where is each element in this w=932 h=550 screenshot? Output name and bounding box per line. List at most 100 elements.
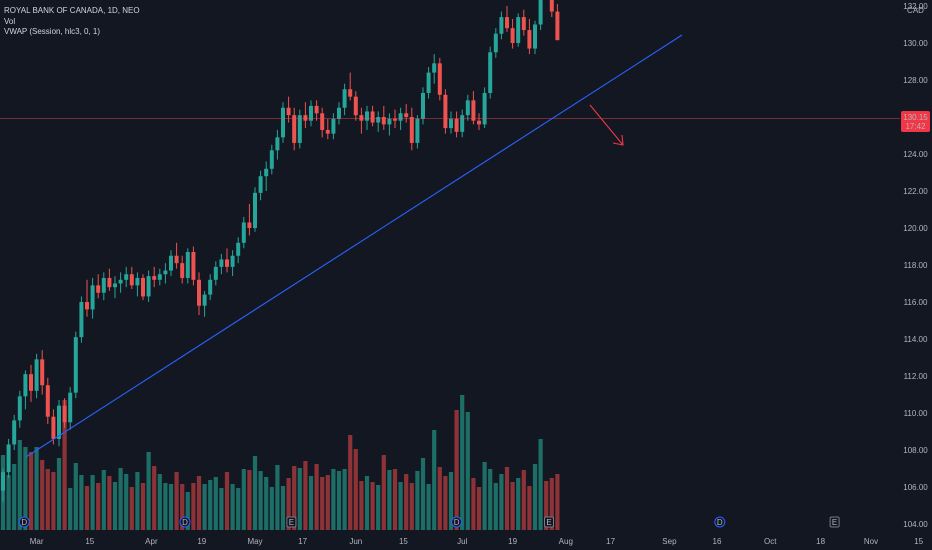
candle — [454, 111, 459, 138]
price-tag-value: 130.15 — [903, 113, 928, 122]
volume-bar — [336, 471, 342, 530]
candle — [398, 107, 403, 130]
volume-bar — [129, 487, 134, 530]
candle — [432, 54, 437, 84]
volume-bar — [510, 482, 515, 530]
earnings-marker[interactable]: E — [544, 516, 554, 528]
price-tick-label: 114.00 — [904, 335, 928, 344]
candle — [516, 13, 521, 47]
price-axis[interactable]: 104.00 106.00 108.00 110.00 112.00 114.00 116.… — [900, 0, 932, 550]
candle — [157, 268, 162, 286]
trendline[interactable] — [25, 34, 683, 458]
legend-symbol[interactable]: ROYAL BANK OF CANADA, 1D, NEO — [4, 6, 140, 15]
candle — [107, 268, 112, 291]
earnings-marker[interactable]: E — [829, 516, 840, 528]
candle — [393, 109, 397, 129]
volume-bar — [6, 475, 11, 530]
volume-bar — [532, 464, 538, 530]
candle — [202, 290, 207, 317]
candle — [135, 272, 140, 297]
earnings-marker[interactable]: E — [286, 516, 297, 528]
volume-bar — [101, 470, 106, 530]
dividend-marker[interactable]: D — [714, 516, 726, 528]
candle — [348, 72, 353, 101]
volume-bar — [196, 476, 202, 530]
candle — [376, 111, 381, 132]
volume-bar — [516, 478, 521, 530]
volume-bar — [118, 468, 123, 530]
candle — [236, 237, 241, 264]
volume-bar — [426, 484, 431, 530]
candle — [421, 87, 425, 125]
currency-label: CAD — [907, 6, 924, 15]
candle — [493, 28, 498, 58]
legend-vwap[interactable]: VWAP (Session, hlc3, 0, 1) — [4, 27, 101, 36]
candle — [34, 353, 39, 399]
volume-bar — [549, 478, 554, 530]
price-tick-label: 108.00 — [903, 446, 928, 455]
candle — [213, 261, 218, 286]
svg-text:D: D — [21, 518, 27, 527]
price-tick-label: 110.00 — [904, 409, 928, 418]
volume-bar — [555, 474, 560, 530]
candle — [325, 118, 330, 140]
candle — [253, 187, 257, 232]
candle — [521, 9, 526, 36]
volume-bar — [107, 476, 112, 530]
candle — [499, 11, 504, 40]
volume-bar — [437, 467, 442, 530]
volume-bar — [409, 483, 414, 530]
price-tick-label: 128.00 — [903, 76, 928, 85]
volume-bar — [432, 430, 437, 530]
candle — [57, 400, 61, 447]
volume-bar — [297, 468, 302, 530]
time-tick-label: Oct — [764, 537, 777, 546]
volume-bar — [51, 472, 56, 530]
legend-volume[interactable]: Vol — [4, 16, 16, 26]
candle — [51, 409, 56, 445]
time-tick-label: 19 — [508, 537, 517, 546]
candle — [62, 398, 67, 428]
volume-bar — [56, 458, 62, 530]
price-tick-label: 130.00 — [903, 39, 928, 48]
volume-bar — [460, 395, 465, 530]
volume-bar — [465, 412, 470, 530]
volume-bar — [241, 469, 246, 530]
volume-bar — [471, 478, 476, 530]
candlesticks — [1, 0, 560, 502]
price-tick-label: 120.00 — [903, 224, 928, 233]
price-tick-label: 132.00 — [903, 2, 928, 11]
candle — [549, 0, 554, 18]
dividend-marker[interactable]: D — [179, 516, 191, 528]
candle — [208, 274, 213, 301]
volume-bar — [420, 458, 426, 530]
candle — [404, 104, 409, 123]
candle — [314, 100, 319, 121]
down-arrow-drawing[interactable] — [589, 104, 624, 146]
candle — [146, 270, 151, 302]
time-tick-label: 15 — [914, 537, 923, 546]
time-axis[interactable]: Mar 15 Apr 19 May 17 Jun 15 Jul 19 Aug 17 Sep 16 Oct 18… — [30, 537, 932, 546]
candle — [297, 109, 302, 149]
candle — [538, 0, 543, 31]
volume-bar — [364, 476, 370, 530]
price-tick-label: 112.00 — [904, 372, 928, 381]
volume-bar — [124, 474, 129, 530]
volume-bar — [168, 484, 174, 530]
candle — [465, 94, 470, 121]
candle — [174, 242, 179, 269]
time-tick-label: Apr — [145, 537, 158, 546]
volume-bar — [163, 483, 168, 530]
candle — [230, 250, 235, 277]
dividend-marker[interactable]: D — [18, 516, 30, 528]
volume-bar — [415, 471, 420, 530]
volume-bar — [404, 474, 409, 530]
candle — [353, 91, 358, 121]
volume-bar — [17, 440, 22, 530]
candle — [73, 331, 78, 399]
candle — [292, 107, 297, 151]
dividend-marker[interactable]: D — [451, 516, 463, 528]
volume-bar — [79, 475, 84, 530]
